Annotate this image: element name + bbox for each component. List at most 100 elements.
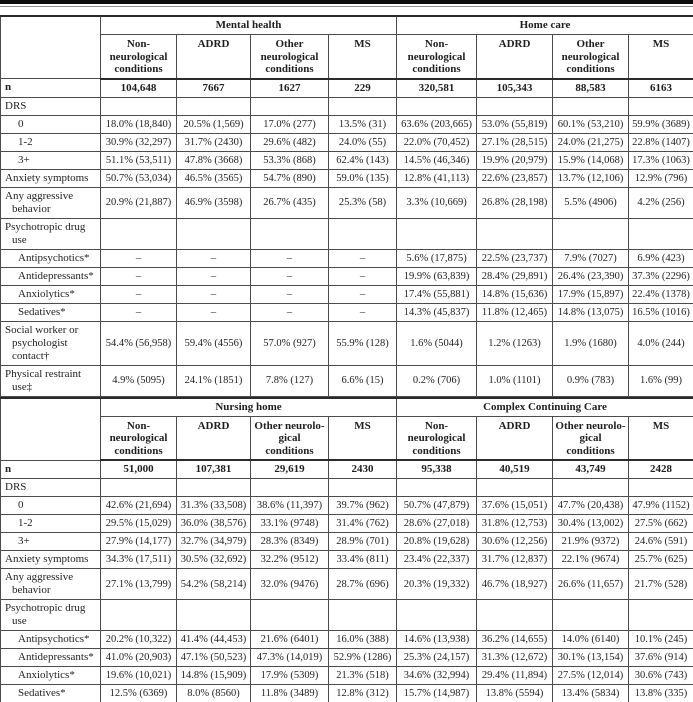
data-cell: 0.9% (783) bbox=[552, 364, 630, 397]
data-cell bbox=[100, 217, 177, 250]
data-cell: 14.8% (15,636) bbox=[476, 284, 554, 304]
data-cell: 53.3% (868) bbox=[250, 150, 329, 170]
data-cell: 5.5% (4906) bbox=[552, 186, 630, 219]
data-cell: 59.9% (3689) bbox=[628, 114, 693, 134]
data-cell: 36.0% (38,576) bbox=[176, 514, 251, 533]
data-cell: 22.1% (9674) bbox=[552, 550, 629, 569]
column-header-adrd: ADRD bbox=[176, 34, 251, 80]
data-cell: 17.4% (55,881) bbox=[396, 284, 478, 304]
data-cell: 25.7% (625) bbox=[628, 550, 693, 569]
data-cell: 105,343 bbox=[476, 78, 554, 98]
data-cell: 320,581 bbox=[396, 78, 478, 98]
data-cell: 46.5% (3565) bbox=[176, 168, 251, 188]
data-cell: 28.7% (696) bbox=[328, 568, 397, 600]
data-cell bbox=[396, 96, 478, 116]
data-cell: 20.9% (21,887) bbox=[100, 186, 177, 219]
group-header-row: Nursing home Complex Continuing Care bbox=[0, 397, 693, 461]
row-label: Anxiety symptoms bbox=[0, 168, 101, 188]
data-cell: 15.9% (14,068) bbox=[552, 150, 630, 170]
table-row-social-worker-or-psychologist-contact: Social worker or psychologist contact† 54… bbox=[0, 320, 693, 366]
data-cell: 29.4% (11,894) bbox=[476, 666, 553, 685]
row-label: 3+ bbox=[0, 532, 101, 551]
data-cell: 24.6% (591) bbox=[628, 532, 693, 551]
data-cell: 43,749 bbox=[552, 459, 629, 479]
data-cell: 27.1% (28,515) bbox=[476, 132, 554, 152]
data-cell: 37.3% (2296) bbox=[628, 266, 693, 286]
tables-container: Mental health Home care Non- neurological … bbox=[0, 15, 693, 702]
data-cell: – bbox=[250, 248, 329, 268]
data-cell: 2428 bbox=[628, 459, 693, 479]
table-row-sedatives: Sedatives* 12.5% (6369) 8.0% (8560) 11.8% (… bbox=[0, 684, 693, 702]
table-row-psychotropic-drug-use: Psychotropic drug use bbox=[0, 599, 693, 631]
data-cell: 13.7% (12,106) bbox=[552, 168, 630, 188]
data-cell: – bbox=[327, 302, 398, 322]
data-cell: 19.9% (63,839) bbox=[396, 266, 478, 286]
data-cell: 13.5% (31) bbox=[327, 114, 398, 134]
data-cell bbox=[176, 478, 251, 497]
group-header-complex-continuing-care: Complex Continuing Care bbox=[396, 397, 693, 417]
column-header-ms: MS bbox=[628, 34, 693, 80]
data-cell: 21.6% (6401) bbox=[250, 630, 329, 649]
data-cell: 7.8% (127) bbox=[250, 364, 329, 397]
data-cell: 31.3% (12,672) bbox=[476, 648, 553, 667]
data-cell: 16.0% (388) bbox=[328, 630, 397, 649]
column-header-row: Non- neurological conditions ADRD Other ne… bbox=[1, 415, 693, 461]
data-cell: 8.0% (8560) bbox=[176, 684, 251, 702]
data-cell: 12.5% (6369) bbox=[100, 684, 177, 702]
row-label: n bbox=[0, 459, 101, 479]
column-header-ms: MS bbox=[327, 34, 398, 80]
data-cell: 25.3% (58) bbox=[327, 186, 398, 219]
table-row-1-2: 1-2 30.9% (32,297) 31.7% (2430) 29.6% (482)… bbox=[0, 132, 693, 152]
data-cell: 46.9% (3598) bbox=[176, 186, 251, 219]
data-cell: 50.7% (53,034) bbox=[100, 168, 177, 188]
data-cell bbox=[552, 599, 629, 631]
data-cell bbox=[100, 599, 177, 631]
data-cell: – bbox=[176, 248, 251, 268]
data-cell bbox=[176, 96, 251, 116]
data-cell: 14.5% (46,346) bbox=[396, 150, 478, 170]
row-label: Any aggressive behavior bbox=[0, 186, 101, 219]
data-cell: 40,519 bbox=[476, 459, 553, 479]
row-label: DRS bbox=[0, 96, 101, 116]
data-cell bbox=[476, 96, 554, 116]
column-header-ms: MS bbox=[628, 415, 693, 461]
column-header-adrd: ADRD bbox=[476, 415, 553, 461]
data-cell: 42.6% (21,694) bbox=[100, 496, 177, 515]
data-cell: 30.6% (12,256) bbox=[476, 532, 553, 551]
table-row-anxiety-symptoms: Anxiety symptoms 34.3% (17,511) 30.5% (32,… bbox=[0, 550, 693, 569]
corner-cell bbox=[0, 397, 101, 461]
table-row-0: 0 18.0% (18,840) 20.5% (1,569) 17.0% (277) 1… bbox=[0, 114, 693, 134]
table-row-any-aggressive-behavior: Any aggressive behavior 20.9% (21,887) 46.… bbox=[0, 186, 693, 219]
data-cell: 30.5% (32,692) bbox=[176, 550, 251, 569]
top-rule-bar bbox=[0, 0, 693, 4]
data-cell bbox=[100, 478, 177, 497]
data-cell: 32.0% (9476) bbox=[250, 568, 329, 600]
data-cell: 21.3% (518) bbox=[328, 666, 397, 685]
data-cell bbox=[328, 478, 397, 497]
data-cell: 4.2% (256) bbox=[628, 186, 693, 219]
data-cell: 22.0% (70,452) bbox=[396, 132, 478, 152]
data-cell: 12.8% (312) bbox=[328, 684, 397, 702]
data-cell bbox=[327, 96, 398, 116]
data-cell: 37.6% (15,051) bbox=[476, 496, 553, 515]
table-row-antipsychotics: Antipsychotics* – – – –5.6% (17,875) 22.5% (2… bbox=[0, 248, 693, 268]
data-cell: 88,583 bbox=[552, 78, 630, 98]
corner-cell bbox=[0, 15, 101, 79]
data-cell: 13.8% (335) bbox=[628, 684, 693, 702]
row-label: 0 bbox=[0, 114, 101, 134]
data-cell: 51,000 bbox=[100, 459, 177, 479]
data-cell: 14.8% (15,909) bbox=[176, 666, 251, 685]
data-cell bbox=[552, 478, 629, 497]
data-cell: 37.6% (914) bbox=[628, 648, 693, 667]
table-row-anxiolytics: Anxiolytics* – – – –17.4% (55,881) 14.8% (15,… bbox=[0, 284, 693, 304]
group-header-row: Mental health Home care bbox=[0, 15, 693, 79]
data-cell: 107,381 bbox=[176, 459, 251, 479]
data-cell: 0.2% (706) bbox=[396, 364, 478, 397]
table-row-0: 0 42.6% (21,694) 31.3% (33,508) 38.6% (11,3… bbox=[0, 496, 693, 515]
data-cell: 20.2% (10,322) bbox=[100, 630, 177, 649]
data-cell: 31.4% (762) bbox=[328, 514, 397, 533]
data-cell: 28.6% (27,018) bbox=[396, 514, 477, 533]
table-row-antipsychotics: Antipsychotics* 20.2% (10,322) 41.4% (44,4… bbox=[0, 630, 693, 649]
data-cell bbox=[176, 599, 251, 631]
data-cell: 4.9% (5095) bbox=[100, 364, 177, 397]
